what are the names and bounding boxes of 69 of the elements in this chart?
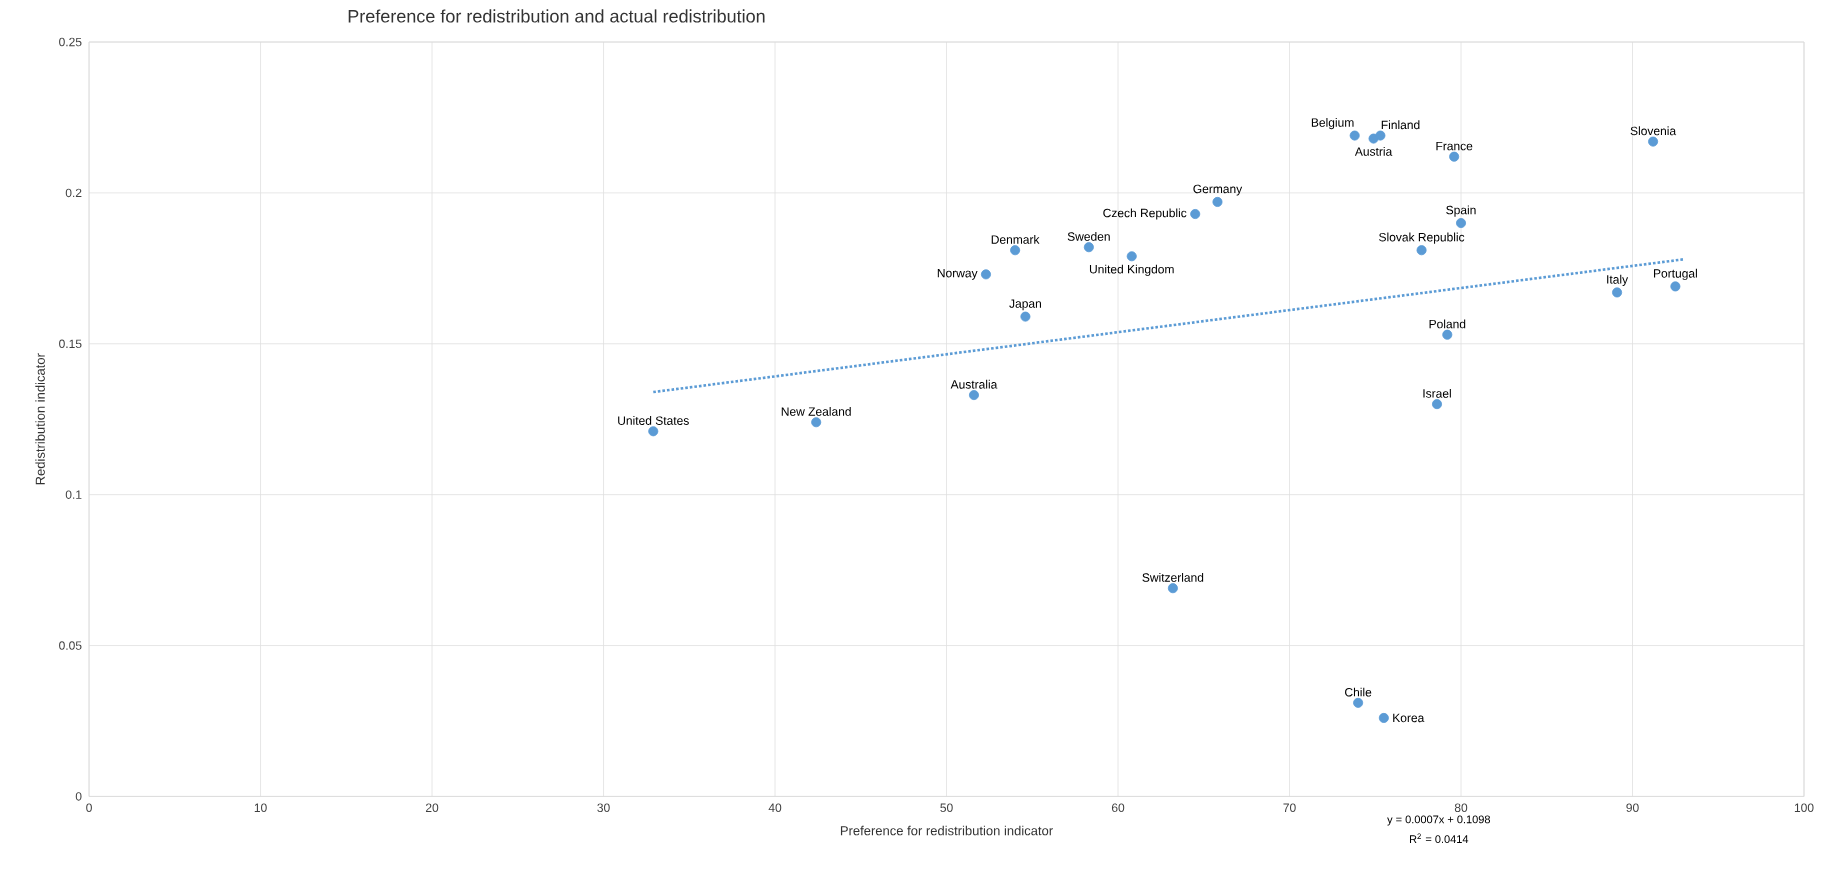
x-tick-label: 70 — [1283, 803, 1296, 812]
annotation: Switzerland — [1142, 572, 1204, 582]
point — [1083, 241, 1094, 252]
annotation: Poland — [1429, 319, 1466, 329]
point — [1449, 151, 1460, 162]
annotation: Australia — [950, 379, 998, 389]
annotation: Norway — [937, 268, 978, 280]
annotation: Germany — [1193, 184, 1243, 196]
annotation: Czech Republic — [1103, 208, 1187, 220]
point — [1442, 329, 1453, 340]
x-tick-label: 20 — [425, 803, 439, 812]
point — [968, 389, 979, 400]
annotation: Finland — [1381, 120, 1420, 129]
point — [1349, 130, 1360, 141]
point — [1378, 712, 1389, 723]
y-tick-label: 0.05 — [59, 641, 82, 650]
x-tick-label: 10 — [254, 803, 267, 812]
point — [980, 269, 991, 280]
point — [1456, 217, 1467, 228]
point — [1010, 244, 1021, 255]
point — [1020, 311, 1031, 322]
x-tick-label: 60 — [1111, 803, 1125, 812]
annotation: France — [1436, 141, 1473, 151]
x-tick-label: 30 — [597, 803, 610, 812]
point — [1670, 281, 1681, 292]
annotation: Italy — [1607, 274, 1629, 286]
point — [811, 417, 822, 427]
annotation: Belgium — [1311, 117, 1354, 129]
point — [1167, 582, 1178, 593]
point — [1353, 697, 1364, 708]
annotation: Denmark — [991, 234, 1040, 244]
x-tick-label: 90 — [1626, 803, 1639, 812]
point — [1375, 130, 1386, 141]
x-tick-label: 50 — [940, 803, 953, 812]
y-tick-label: 0.15 — [59, 339, 82, 348]
annotation: New Zealand — [781, 406, 851, 416]
point — [1190, 208, 1201, 219]
y-tick-label: 0 — [75, 791, 82, 801]
chart-title: Preference for redistribution and actual redistribution — [348, 9, 765, 23]
x-tick-label: 40 — [768, 803, 782, 812]
point — [1432, 398, 1442, 409]
point — [1416, 244, 1427, 255]
annotation: United Kingdom — [1089, 264, 1174, 276]
point — [1126, 251, 1137, 262]
text: R$^{2}$ = 0.0414 — [1409, 833, 1469, 843]
annotation: Slovenia — [1630, 126, 1677, 135]
annotation: Sweden — [1067, 231, 1110, 241]
x-axis-title: Preference for redistribution indicator — [840, 825, 1053, 836]
annotation: United States — [618, 415, 689, 425]
text: y = 0.0007x + 0.1098 — [1387, 815, 1491, 826]
annotation: Spain — [1446, 205, 1476, 217]
point — [1612, 287, 1623, 298]
point — [1212, 196, 1223, 207]
y-tick-label: 0.25 — [59, 37, 82, 47]
y-axis-title: Redistribution indicator — [35, 353, 45, 485]
annotation: Portugal — [1653, 268, 1697, 280]
annotation: Israel — [1423, 388, 1451, 398]
y-tick-label: 0.2 — [65, 188, 82, 197]
annotation: Korea — [1393, 713, 1425, 722]
point — [1648, 136, 1659, 147]
x-tick-label: 80 — [1454, 803, 1468, 812]
y-tick-label: 0.1 — [65, 490, 82, 499]
annotation: Japan — [1009, 299, 1041, 310]
x-tick-label: 0 — [86, 803, 92, 812]
annotation: Slovak Republic — [1379, 232, 1465, 244]
annotation: Chile — [1345, 687, 1372, 697]
annotation: Austria — [1354, 146, 1393, 156]
point — [648, 426, 659, 437]
x-tick-label: 100 — [1794, 803, 1814, 812]
